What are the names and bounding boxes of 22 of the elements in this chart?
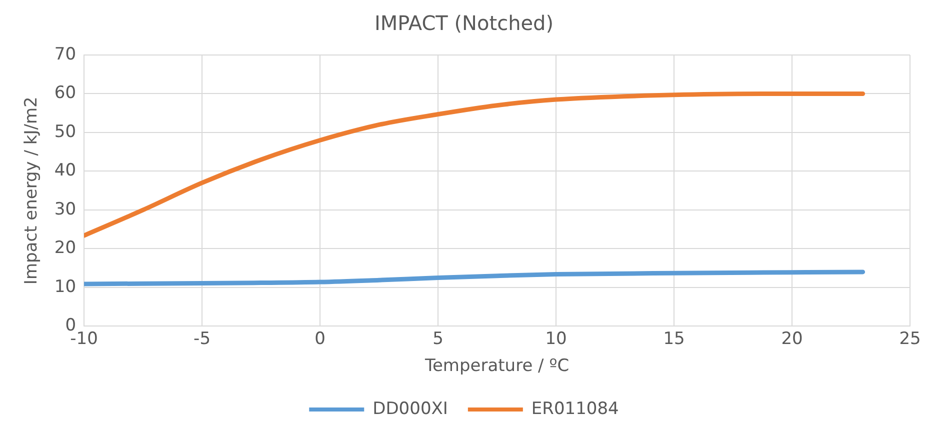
y-tick-label: 50: [54, 122, 76, 142]
y-tick-label: 10: [54, 276, 76, 297]
y-tick-label: 60: [54, 83, 76, 104]
y-tick-label: 70: [54, 44, 76, 64]
y-tick-label: 30: [54, 199, 76, 220]
x-tick-label: 25: [899, 328, 921, 349]
y-tick-label: 40: [54, 160, 76, 181]
x-tick-label: 5: [432, 328, 444, 349]
line-series: [84, 270, 866, 286]
legend-label: ER011084: [531, 398, 619, 419]
y-axis-title: Impact energy / kJ/m2: [22, 96, 42, 285]
x-tick-label: 15: [663, 328, 685, 349]
y-tick-label: 20: [54, 238, 76, 258]
x-tick-label: 0: [314, 328, 326, 349]
y-tick-label: 0: [65, 316, 76, 336]
x-axis-title: Temperature / ºC: [424, 356, 570, 376]
x-tick-label: 20: [781, 328, 803, 349]
legend-label: DD000XI: [372, 398, 448, 419]
line-series: [84, 91, 866, 238]
chart-title: IMPACT (Notched): [374, 11, 554, 36]
x-tick-label: -5: [194, 328, 211, 349]
x-tick-label: 10: [545, 328, 567, 349]
